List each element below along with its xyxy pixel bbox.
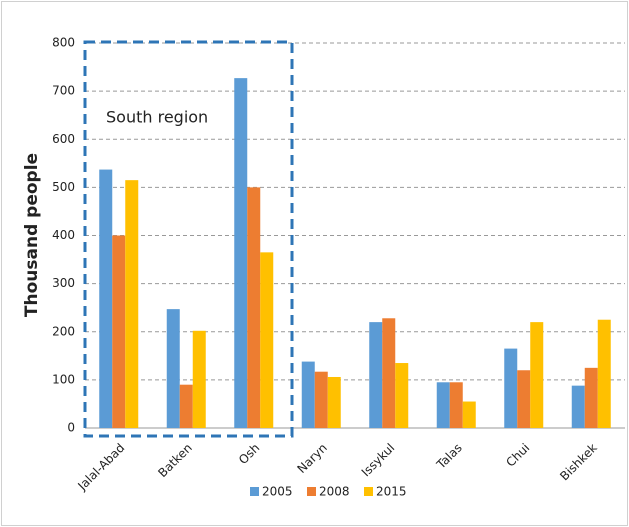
y-tick-label: 300 [52,276,75,290]
legend-label: 2015 [376,485,407,499]
bar [166,309,180,428]
bar [179,384,193,428]
bar [192,330,206,428]
bar [247,187,261,428]
legend-swatch [364,487,373,496]
legend-swatch [307,487,316,496]
bar [462,401,476,428]
bar [530,322,544,428]
y-tick-label: 500 [52,180,75,194]
y-tick-label: 200 [52,324,75,338]
bar [260,252,274,428]
bar [112,235,126,428]
bar [436,382,450,428]
bar [382,318,396,428]
bar [584,367,598,428]
y-axis-label: Thousand people [22,153,42,317]
y-tick-label: 800 [52,36,75,50]
y-tick-label: 600 [52,132,75,146]
bar [314,371,328,428]
legend-label: 2008 [319,485,350,499]
bar [504,348,518,428]
bar [571,385,585,428]
bar [234,78,248,428]
region-box [83,40,294,438]
bar [301,361,315,428]
legend-swatch [250,487,259,496]
bar [327,376,341,428]
bar [395,363,409,428]
annotation: South region [106,108,208,127]
y-tick-label: 0 [67,421,75,435]
y-tick-label: 100 [52,372,75,386]
bar [449,382,463,428]
bar [517,370,531,428]
bar [369,322,383,428]
legend-label: 2005 [262,485,293,499]
y-tick-label: 400 [52,228,75,242]
y-tick-label: 700 [52,84,75,98]
bar [125,180,139,428]
bar [597,319,611,428]
bar [99,169,113,428]
